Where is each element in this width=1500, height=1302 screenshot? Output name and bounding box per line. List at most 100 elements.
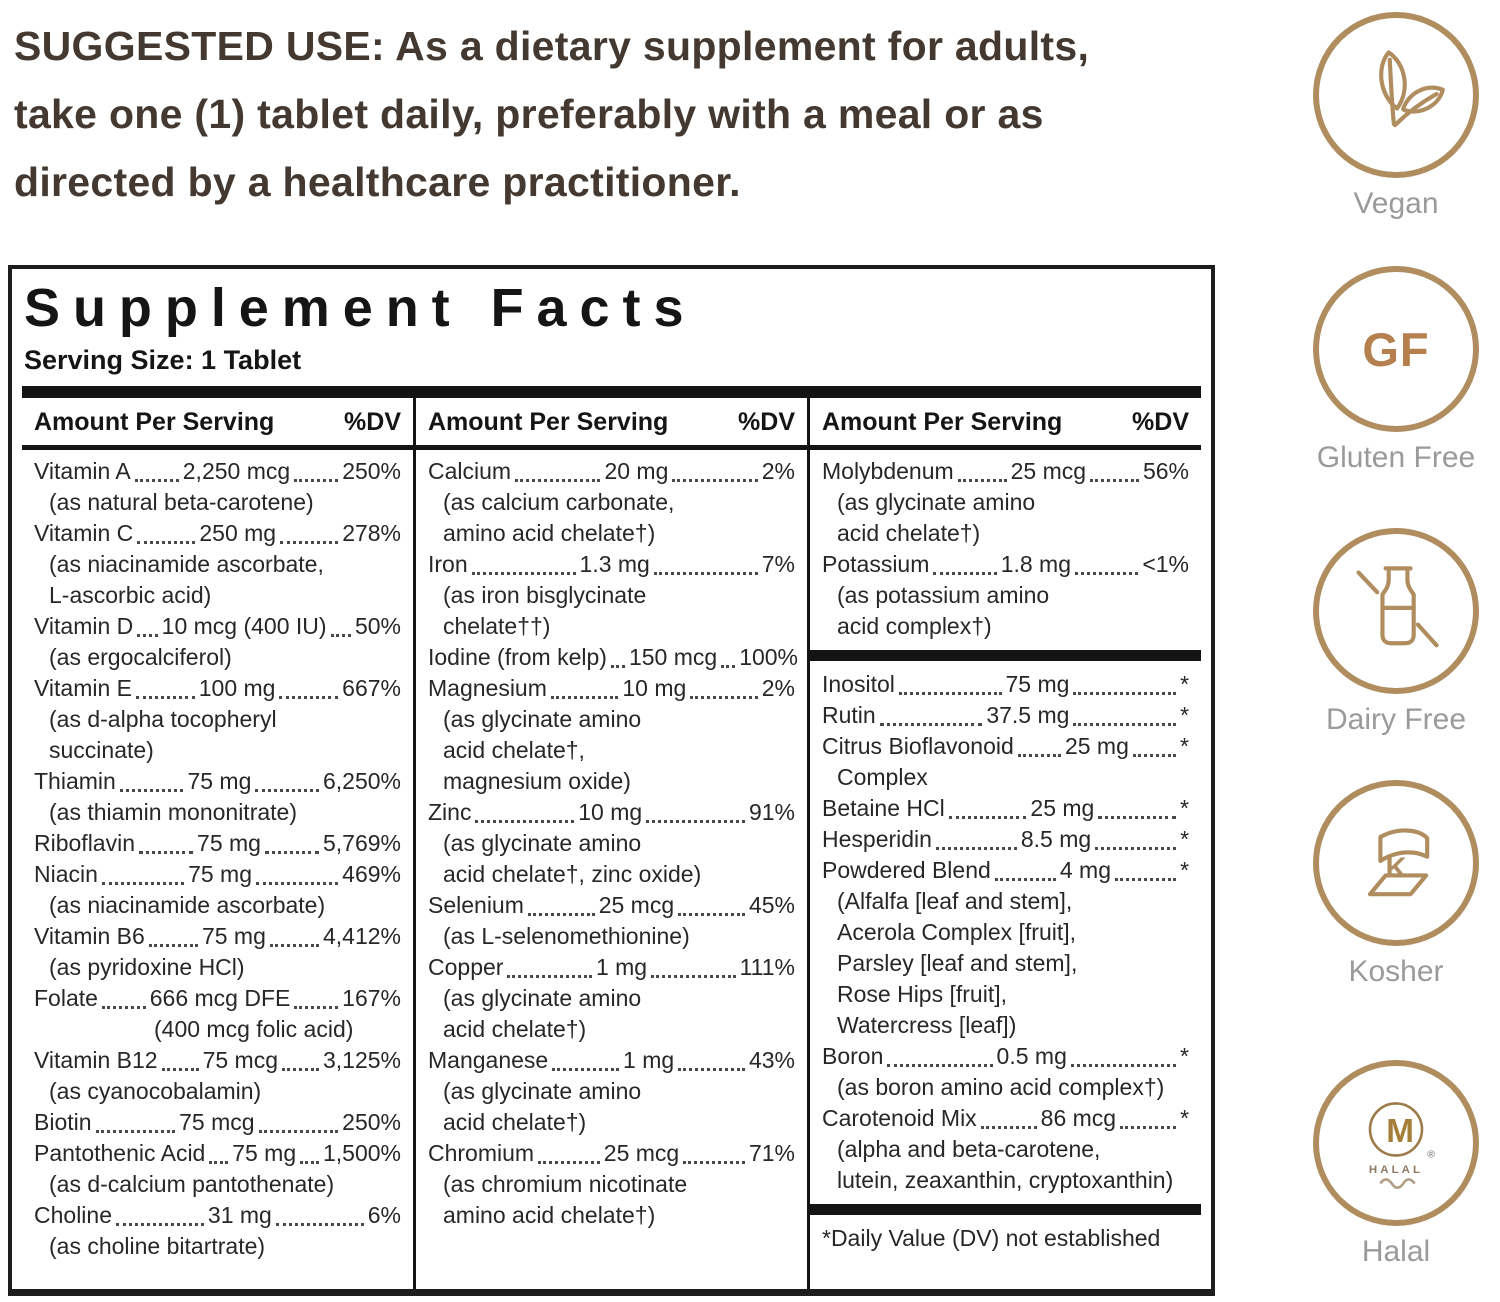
nutrient-row: Betaine HCl 25 mg *	[822, 793, 1189, 824]
nutrient-dv: *	[1180, 795, 1189, 821]
column-header-amount: Amount Per Serving	[34, 408, 275, 436]
dotted-leader	[933, 572, 997, 575]
dotted-leader	[137, 541, 196, 544]
nutrient-name: Pantothenic Acid	[34, 1140, 206, 1166]
column-header-bar	[22, 445, 413, 450]
badge-gluten-free: GF Gluten Free	[1303, 266, 1489, 475]
svg-text:M: M	[1386, 1113, 1414, 1150]
nutrient-amount: 2,250 mcg	[182, 458, 291, 484]
nutrient-dv: *	[1180, 1043, 1189, 1069]
nutrient-note: (as natural beta-carotene)	[49, 489, 314, 515]
nutrient-name: Vitamin B6	[34, 923, 145, 949]
nutrient-name: Folate	[34, 985, 98, 1011]
nutrient-row: Vitamin D 10 mcg (400 IU) 50%	[34, 611, 401, 642]
badge-kosher: K Kosher	[1303, 780, 1489, 989]
serving-size: Serving Size: 1 Tablet	[24, 345, 302, 375]
nutrient-dv: 50%	[354, 613, 402, 639]
nutrient-note: (as chromium nicotinate	[443, 1171, 688, 1197]
dotted-leader	[300, 1161, 319, 1164]
nutrient-dv: 7%	[761, 551, 795, 577]
column-header: Amount Per Serving %DV	[822, 398, 1189, 445]
nutrient-name: Vitamin C	[34, 520, 134, 546]
halal-badge-circle: M ® HALAL	[1313, 1060, 1479, 1226]
kosher-badge-circle: K	[1313, 780, 1479, 946]
nutrient-amount: 10 mg	[622, 675, 687, 701]
nutrient-row: Boron 0.5 mg *	[822, 1041, 1189, 1072]
svg-text:®: ®	[1427, 1150, 1435, 1161]
nutrient-row: Magnesium 10 mg 2%	[428, 673, 795, 704]
dotted-leader	[279, 696, 339, 699]
dotted-leader	[678, 1068, 745, 1071]
nutrient-name: Citrus Bioflavonoid	[822, 733, 1014, 759]
nutrient-note: (as d-alpha tocopheryl	[49, 706, 277, 732]
nutrient-amount: 75 mg	[201, 923, 266, 949]
nutrient-amount: 150 mcg	[628, 644, 718, 670]
nutrient-note: lutein, zeaxanthin, cryptoxanthin)	[837, 1167, 1174, 1193]
header-divider-bar	[22, 386, 1201, 398]
nutrient-row: Potassium 1.8 mg <1%	[822, 549, 1189, 580]
nutrient-note: acid chelate†)	[443, 1016, 587, 1042]
dotted-leader	[653, 572, 758, 575]
column-header-amount: Amount Per Serving	[428, 408, 669, 436]
dotted-leader	[294, 479, 339, 482]
dotted-leader	[134, 479, 179, 482]
nutrient-amount: 10 mcg (400 IU)	[161, 613, 327, 639]
nutrient-note: (as potassium amino	[837, 582, 1050, 608]
nutrient-row: Vitamin C 250 mg 278%	[34, 518, 401, 549]
dotted-leader	[1095, 847, 1177, 850]
nutrient-row: Vitamin E 100 mg 667%	[34, 673, 401, 704]
nutrient-dv: <1%	[1142, 551, 1190, 577]
nutrient-row: Manganese 1 mg 43%	[428, 1045, 795, 1076]
nutrient-name: Manganese	[428, 1047, 549, 1073]
nutrient-amount: 25 mcg	[598, 892, 675, 918]
nutrient-note: (as glycinate amino	[443, 985, 642, 1011]
nutrient-note: (as ergocalciferol)	[49, 644, 232, 670]
nutrient-row: Biotin 75 mcg 250%	[34, 1107, 401, 1138]
nutrient-dv: 91%	[748, 799, 795, 825]
halal-crescent-m-icon: M ® HALAL	[1368, 1102, 1435, 1189]
nutrient-note: Watercress [leaf])	[837, 1012, 1017, 1038]
nutrient-note: magnesium oxide)	[443, 768, 631, 794]
nutrient-row: Molybdenum 25 mcg 56%	[822, 456, 1189, 487]
badge-label: Vegan	[1353, 187, 1439, 220]
nutrient-dv: 6,250%	[323, 768, 402, 794]
column-header: Amount Per Serving %DV	[428, 398, 795, 445]
vegan-badge-circle	[1313, 12, 1479, 178]
nutrient-name: Copper	[428, 954, 504, 980]
dotted-leader	[1132, 754, 1177, 757]
nutrient-amount: 10 mg	[578, 799, 643, 825]
nutrient-row: Riboflavin 75 mg 5,769%	[34, 828, 401, 859]
dotted-leader	[538, 1161, 600, 1164]
dotted-leader	[527, 913, 595, 916]
dotted-leader	[148, 944, 198, 947]
dotted-leader	[139, 851, 194, 854]
nutrient-amount: 1.8 mg	[1000, 551, 1072, 577]
nutrient-dv: 469%	[342, 861, 401, 887]
nutrient-note: (as glycinate amino	[443, 830, 642, 856]
nutrient-dv: *	[1180, 733, 1189, 759]
nutrient-row: Copper 1 mg 111%	[428, 952, 795, 983]
nutrient-note: (alpha and beta-carotene,	[837, 1136, 1101, 1162]
nutrient-row: Iron 1.3 mg 7%	[428, 549, 795, 580]
nutrient-name: Molybdenum	[822, 458, 954, 484]
dotted-leader	[672, 479, 758, 482]
nutrient-amount: 4 mg	[1059, 857, 1111, 883]
dotted-leader	[980, 1126, 1037, 1129]
nutrient-row: Inositol 75 mg *	[822, 669, 1189, 700]
nutrient-note: (as niacinamide ascorbate)	[49, 892, 326, 918]
dotted-leader	[690, 696, 758, 699]
facts-column: Amount Per Serving %DV Molybdenum 25 mcg 56%…	[807, 398, 1201, 1289]
dotted-leader	[330, 634, 351, 637]
nutrient-dv: 1,500%	[323, 1140, 402, 1166]
panel-title: Supplement Facts	[24, 278, 697, 338]
badge-label: Kosher	[1348, 955, 1444, 988]
dotted-leader	[887, 1064, 993, 1067]
nutrient-amount: 31 mg	[207, 1202, 272, 1228]
nutrient-note: (as glycinate amino	[837, 489, 1036, 515]
nutrient-dv: 5,769%	[323, 830, 402, 856]
nutrient-dv: 250%	[342, 458, 402, 484]
dotted-leader	[269, 944, 319, 947]
dotted-leader	[161, 1068, 199, 1071]
dotted-leader	[282, 1068, 319, 1071]
nutrient-amount: 75 mg	[197, 830, 261, 856]
